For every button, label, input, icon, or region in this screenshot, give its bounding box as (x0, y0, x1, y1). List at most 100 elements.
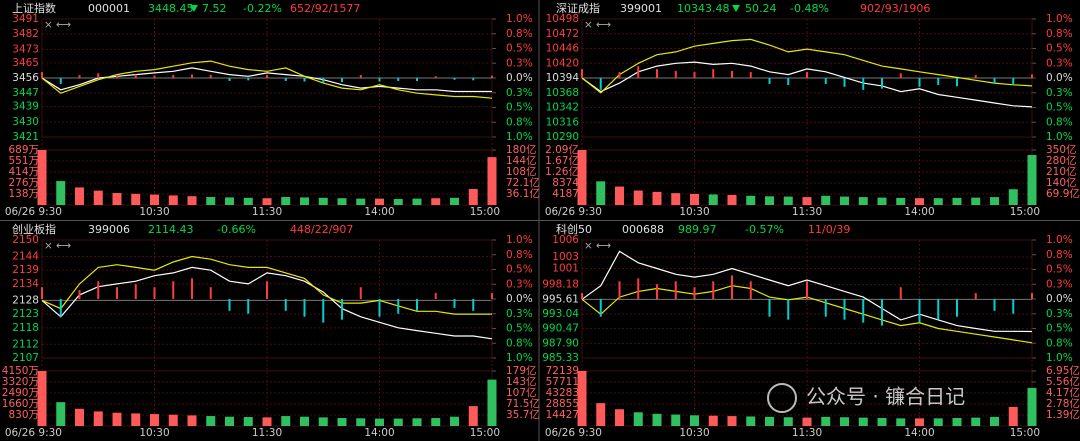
breadth-bar (472, 78, 475, 81)
y2-tick-label: 0.5% (1046, 323, 1073, 335)
breadth-bar (266, 281, 268, 299)
volume-bar (596, 403, 606, 426)
y2-tick-label: 0.3% (1046, 278, 1073, 290)
volume-tick-label: 689万 (8, 144, 39, 156)
volume-bar (168, 414, 178, 426)
y-tick-label: 2139 (12, 264, 39, 276)
volume-bar (671, 193, 681, 205)
volume-bar (615, 409, 624, 426)
close-icon[interactable]: × (44, 240, 53, 252)
y-tick-label: 10290 (546, 131, 579, 143)
x-tick-label: 06/26 9:30 (5, 427, 62, 439)
volume-bar (93, 190, 103, 205)
breadth-bar (397, 78, 400, 81)
y2-tick-label: 0.3% (506, 57, 533, 69)
index-price: 10343.48 (677, 2, 730, 15)
breadth-bar (768, 78, 771, 84)
y-tick-label: 1003 (552, 251, 579, 263)
volume-tick-label: 3320万 (2, 376, 39, 388)
amount-tick-label: 2.78亿 (1046, 397, 1080, 410)
close-icon[interactable]: × (44, 19, 53, 31)
volume-bar (633, 412, 643, 426)
expand-icon[interactable]: ⟷ (56, 19, 71, 31)
x-tick-label: 15:00 (1010, 206, 1040, 218)
y2-tick-label: 0.5% (506, 323, 533, 335)
breadth-bar (322, 78, 325, 83)
volume-tick-label: 1660万 (2, 398, 39, 410)
index-change-pct: -0.57% (745, 223, 784, 236)
y-tick-label: 987.90 (542, 337, 579, 349)
index-code: 399006 (88, 223, 130, 236)
breadth-bar (843, 299, 846, 320)
breadth-bar (284, 78, 287, 81)
breadth-bar (824, 78, 827, 84)
y-tick-label: 2128 (12, 294, 39, 306)
volume-bar (206, 416, 216, 426)
close-icon[interactable]: × (584, 19, 593, 31)
breadth-bar (974, 75, 977, 78)
volume-bar (431, 418, 441, 426)
breadth-bar (862, 299, 865, 323)
breadth-bar (899, 287, 902, 299)
breadth-bar (116, 75, 118, 78)
index-name: 上证指数 (12, 1, 56, 15)
expand-icon[interactable]: ⟷ (596, 19, 611, 31)
volume-bar (93, 411, 103, 426)
volume-tick-label: 830万 (8, 409, 39, 421)
breadth-bar (453, 299, 456, 308)
y-tick-label: 10316 (546, 116, 580, 128)
y-tick-label: 985.33 (542, 352, 579, 364)
y-tick-label: 10394 (546, 72, 580, 84)
breadth-bar (228, 299, 231, 311)
amount-tick-label: 143亿 (506, 375, 537, 388)
breadth-bar (153, 287, 156, 299)
amount-tick-label: 4.17亿 (1046, 386, 1080, 399)
breadth-bar (693, 72, 696, 78)
volume-bar (262, 198, 272, 205)
volume-bar (150, 414, 159, 426)
y-tick-label: 2144 (12, 250, 39, 262)
y2-tick-label: 0.5% (506, 43, 533, 55)
volume-bar (746, 195, 756, 205)
breadth-bar (172, 75, 175, 78)
volume-bar (765, 196, 774, 205)
volume-bar (75, 187, 84, 205)
breadth-bar (416, 299, 418, 311)
breadth-bar (378, 299, 381, 317)
y-tick-label: 3421 (12, 131, 39, 143)
volume-bar (577, 150, 587, 205)
y2-tick-label: 0.8% (1046, 249, 1073, 261)
breadth: 652/92/1577 (290, 2, 360, 15)
volume-bar (300, 197, 309, 205)
breadth-bar (581, 293, 583, 299)
volume-tick-label: 551万 (8, 155, 39, 167)
y-tick-label: 2112 (12, 338, 39, 350)
volume-bar (487, 157, 497, 205)
x-tick-label: 10:30 (139, 427, 169, 439)
index-code: 000688 (622, 223, 664, 236)
close-icon[interactable]: × (584, 240, 593, 252)
volume-bar (112, 412, 122, 426)
price-line (581, 38, 1033, 94)
breadth-bar (303, 78, 306, 82)
amount-tick-label: 350亿 (1046, 143, 1077, 156)
breadth-bar (322, 299, 325, 323)
x-tick-label: 06/26 9:30 (545, 427, 602, 439)
amount-tick-label: 180亿 (506, 143, 537, 156)
volume-bar (727, 416, 737, 426)
expand-icon[interactable]: ⟷ (596, 240, 611, 252)
index-code: 000001 (88, 2, 130, 15)
y-tick-label: 3491 (12, 13, 39, 25)
y2-tick-label: 0.3% (1046, 308, 1073, 320)
volume-tick-label: 4150万 (2, 365, 39, 377)
breadth-bar (881, 78, 883, 89)
volume-bar (318, 417, 328, 426)
y2-tick-label: 1.0% (506, 13, 533, 25)
breadth-bar (637, 66, 640, 78)
volume-tick-label: 2490万 (2, 387, 39, 399)
expand-icon[interactable]: ⟷ (56, 240, 71, 252)
volume-tick-label: 8374 (552, 177, 579, 189)
volume-bar (783, 196, 793, 205)
volume-bar (487, 379, 497, 426)
y2-tick-label: 0.5% (1046, 43, 1073, 55)
